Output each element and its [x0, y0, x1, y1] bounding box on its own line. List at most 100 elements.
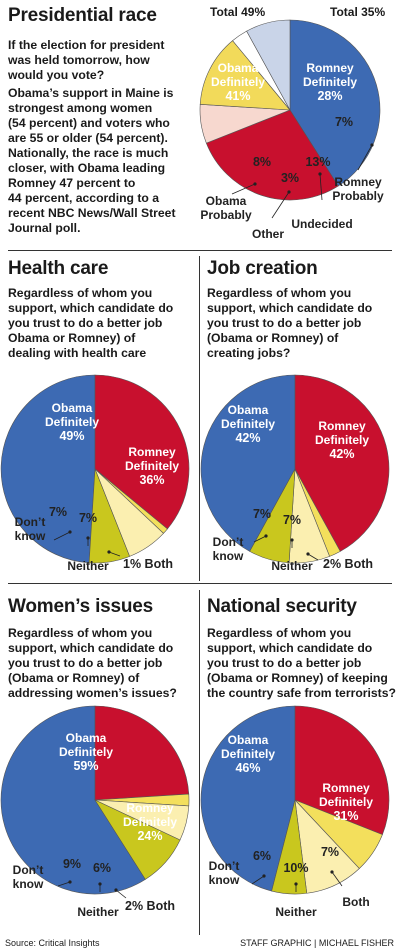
security-callout-both: Both [342, 895, 369, 909]
women-title: Women’s issues [8, 596, 154, 617]
pie-presidential: Obama Definitely 41% Romney Definitely 28% 7% 1… [199, 19, 384, 241]
presidential-callout-romney-probably: Romney Probably [332, 175, 384, 203]
presidential-label-obama-probably: 8% [253, 155, 271, 169]
jobs-title: Job creation [207, 258, 318, 279]
health-callout-neither: Neither [67, 559, 109, 573]
women-question: Regardless of whom you support, which ca… [8, 626, 177, 700]
women-callout-neither: Neither [77, 905, 119, 919]
security-slice-don-t-know [271, 799, 308, 895]
health-label-obama-definitely: Obama Definitely 49% [45, 401, 99, 443]
presidential-callout-other: Other [252, 227, 284, 241]
jobs-slice-romney-definitely [294, 374, 390, 552]
security-label-neither: 10% [283, 861, 308, 875]
presidential-leader-dot-romney-probably [370, 143, 374, 147]
security-slice-obama-definitely [200, 705, 296, 892]
women-leader-dot-both [114, 888, 118, 892]
presidential-slice-romney-definitely [205, 109, 339, 201]
health-slice-obama-definitely [0, 374, 96, 564]
presidential-label-obama-definitely: Obama Definitely 41% [211, 61, 265, 103]
divider-2 [8, 583, 392, 584]
women-callout-don-t-know: Don’t know [13, 863, 44, 891]
jobs-leader-dot-both [306, 552, 310, 556]
health-slice-don-t-know [88, 468, 130, 564]
presidential-title: Presidential race [8, 5, 157, 26]
presidential-leader-undecided [319, 173, 323, 201]
women-label-don-t-know: 9% [63, 857, 81, 871]
security-leader-don-t-know [251, 875, 265, 885]
presidential-leader-romney-probably [357, 144, 373, 171]
security-label-obama-definitely: Obama Definitely 46% [221, 733, 275, 775]
presidential-slice-undecided [199, 40, 291, 111]
security-title: National security [207, 596, 357, 617]
presidential-label-romney-probably: 7% [335, 115, 353, 129]
security-label-don-t-know: 6% [253, 849, 271, 863]
source-credit: Source: Critical Insights [5, 938, 100, 948]
pie-women: Obama Definitely 59%Romney Definitely 24% 6% 9… [0, 705, 190, 919]
presidential-question: If the election for president was held t… [8, 38, 165, 82]
presidential-leader-other [271, 191, 290, 219]
health-title: Health care [8, 258, 109, 279]
presidential-leader-dot-other [287, 190, 291, 194]
women-leader-dot-don-t-know [68, 880, 72, 884]
security-leader-both [331, 871, 343, 887]
health-slices [0, 374, 190, 564]
staff-credit: STAFF GRAPHIC | MICHAEL FISHER [240, 938, 394, 948]
jobs-label-neither: 7% [283, 513, 301, 527]
jobs-leader-dot-don-t-know [264, 534, 268, 538]
jobs-question: Regardless of whom you support, which ca… [207, 286, 373, 360]
presidential-label-other: 3% [281, 171, 299, 185]
women-slice-obama-definitely [0, 705, 146, 895]
jobs-callout-don-t-know: Don’t know [213, 535, 244, 563]
women-slices [0, 705, 190, 895]
presidential-leader-dot-undecided [318, 172, 322, 176]
women-label-obama-definitely: Obama Definitely 59% [59, 731, 113, 773]
jobs-callout-neither: Neither [271, 559, 313, 573]
jobs-leader-both [307, 553, 319, 561]
health-callout-don-t-know: Don’t know [15, 515, 46, 543]
jobs-leader-dot-neither [290, 538, 294, 542]
jobs-label-obama-definitely: Obama Definitely 42% [221, 403, 275, 445]
presidential-slice-obama-probably [246, 19, 291, 111]
presidential-callout-obama-probably: Obama Probably [200, 194, 252, 222]
health-question: Regardless of whom you support, which ca… [8, 286, 174, 360]
total-romney: Total 35% [330, 5, 386, 19]
divider-1 [8, 250, 392, 251]
jobs-label-don-t-know: 7% [253, 507, 271, 521]
presidential-leader-dot-obama-probably [253, 182, 257, 186]
health-leader-both [108, 551, 121, 557]
pie-jobs: Obama Definitely 42% Romney Definitely 42% 7% 7… [200, 374, 390, 573]
presidential-slices [199, 19, 381, 201]
jobs-slice-don-t-know [249, 468, 296, 564]
jobs-leader-don-t-know [253, 535, 267, 543]
security-slices [200, 705, 390, 895]
women-leader-both [115, 889, 127, 899]
presidential-leader-obama-probably [231, 183, 256, 195]
security-question: Regardless of whom you support, which ca… [207, 626, 396, 700]
women-slice-romney-definitely [94, 705, 190, 801]
presidential-callout-undecided: Undecided [291, 217, 352, 231]
health-label-don-t-know: 7% [49, 505, 67, 519]
security-label-romney-definitely: Romney Definitely 31% [319, 781, 373, 823]
women-label-neither: 6% [93, 861, 111, 875]
presidential-label-undecided: 13% [305, 155, 330, 169]
security-slice-romney-definitely [294, 705, 390, 835]
divider-v1 [199, 256, 200, 581]
health-slice-romney-definitely [94, 374, 190, 530]
women-callout-both: 2% Both [125, 899, 175, 913]
women-leader-don-t-know [57, 881, 71, 887]
security-callout-neither: Neither [275, 905, 317, 919]
health-leader-don-t-know [53, 531, 71, 541]
health-leader-dot-neither [86, 536, 90, 540]
security-leader-dot-neither [294, 882, 298, 886]
health-label-neither: 7% [79, 511, 97, 525]
jobs-slices [200, 374, 390, 564]
women-leader-dot-neither [98, 882, 102, 886]
health-leader-dot-both [107, 550, 111, 554]
health-label-romney-definitely: Romney Definitely 36% [125, 445, 179, 487]
women-label-romney-definitely: Romney Definitely 24% [123, 801, 177, 843]
total-obama: Total 49% [210, 5, 266, 19]
women-slice-don-t-know [94, 799, 181, 880]
presidential-label-romney-definitely: Romney Definitely 28% [303, 61, 357, 103]
security-label-both: 7% [321, 845, 339, 859]
jobs-callout-both: 2% Both [323, 557, 373, 571]
